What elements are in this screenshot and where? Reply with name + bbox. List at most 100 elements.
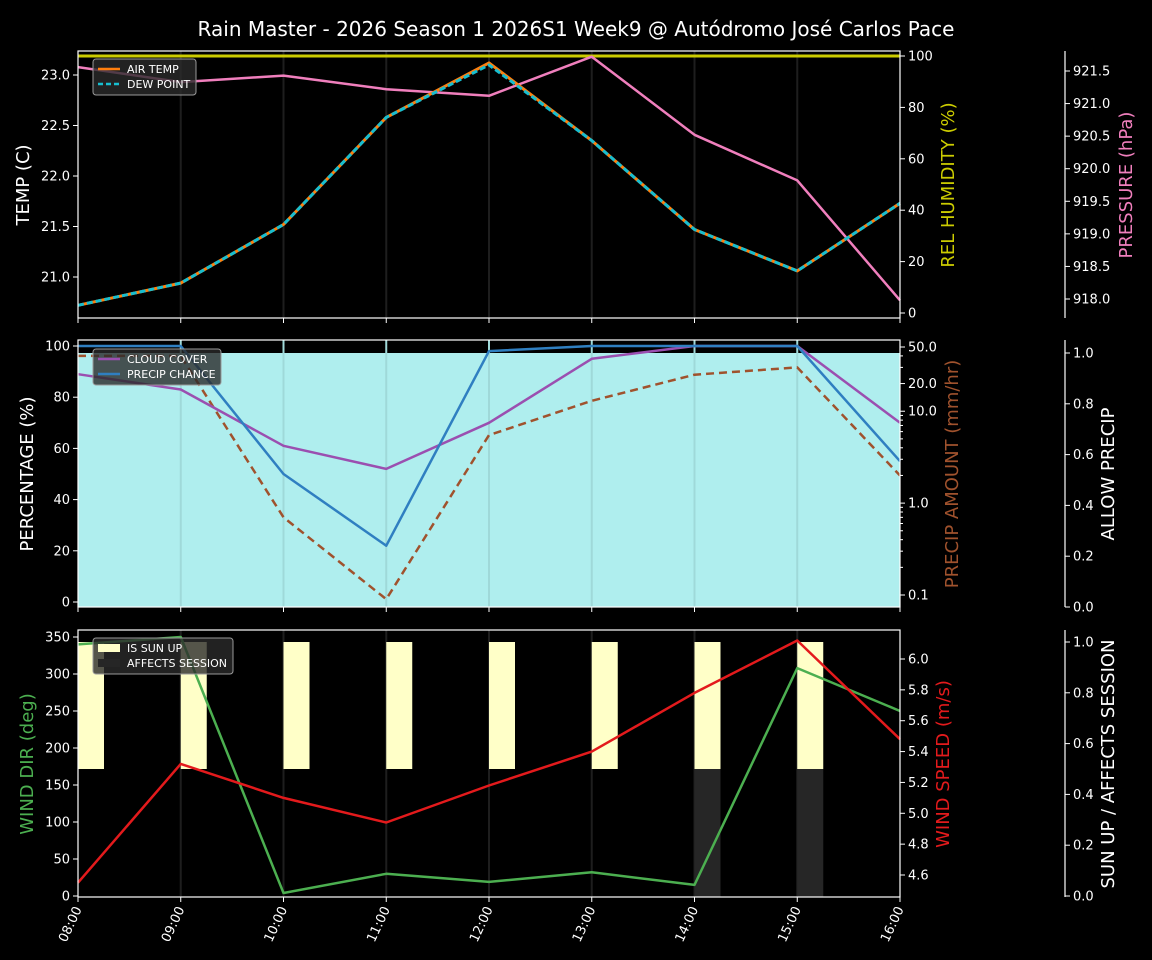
x-axis-time-labels: 08:00 09:00 10:00 11:00 12:00 13:00 14:00 15:00… <box>56 897 908 945</box>
tick-label: 0.4 <box>1073 499 1094 514</box>
wind-speed-axis-title: WIND SPEED (m/s) <box>933 680 954 848</box>
legend-box <box>92 348 222 386</box>
tick-label: 920.5 <box>1073 130 1110 145</box>
x-tick-label: 16:00 <box>878 904 907 944</box>
pressure-line <box>77 55 901 302</box>
sun-up-bar <box>489 642 515 769</box>
tick-label: 5.2 <box>908 776 929 791</box>
legend-label: PRECIP CHANCE <box>127 368 216 381</box>
x-tick-label: 14:00 <box>673 904 702 944</box>
tick-label: 60 <box>53 442 70 457</box>
tick-label: 21.0 <box>41 271 70 286</box>
tick-label: 0.6 <box>1073 448 1094 463</box>
precip-amount-line <box>78 354 901 601</box>
tick-label: 23.0 <box>41 69 70 84</box>
dew-point-line <box>77 63 901 307</box>
tick-label: 50.0 <box>908 341 937 356</box>
tick-label: 921.0 <box>1073 97 1110 112</box>
tick-label: 21.5 <box>41 220 70 235</box>
humidity-axis-title: REL HUMIDITY (%) <box>938 102 959 267</box>
x-tick-label: 09:00 <box>159 904 188 944</box>
tick-label: 0.8 <box>1073 397 1094 412</box>
tick-label: 4.8 <box>908 838 929 853</box>
tick-label: 22.0 <box>41 170 70 185</box>
tick-label: 20 <box>53 544 70 559</box>
tick-label: 5.0 <box>908 807 929 822</box>
tick-label: 0 <box>62 596 70 611</box>
wind-panel: 0 50 100 150 200 250 300 350 4.6 4.8 5.0 5.2 5.4 5.6 5… <box>17 629 1119 905</box>
tick-label: 100 <box>908 50 933 65</box>
tick-label: 5.4 <box>908 745 929 760</box>
tick-label: 10.0 <box>908 405 937 420</box>
temperature-panel: 21.0 21.5 22.0 22.5 23.0 0 20 40 60 80 100 918.0 918… <box>13 50 1137 323</box>
tick-label: 40 <box>53 493 70 508</box>
wind-dir-axis-title: WIND DIR (deg) <box>17 693 38 835</box>
percentage-axis-title: PERCENTAGE (%) <box>17 396 38 551</box>
sun-up-bar <box>283 642 310 769</box>
sun-up-bar <box>694 642 721 769</box>
x-tick-label: 08:00 <box>56 904 85 944</box>
tick-label: 80 <box>908 101 925 116</box>
legend-label: CLOUD COVER <box>127 353 208 366</box>
tick-label: 0 <box>62 890 70 905</box>
tick-label: 20.0 <box>908 377 937 392</box>
tick-label: 919.5 <box>1073 195 1110 210</box>
tick-label: 250 <box>45 705 70 720</box>
chart-title: Rain Master - 2026 Season 1 2026S1 Week9… <box>198 17 955 41</box>
tick-label: 80 <box>53 391 70 406</box>
tick-label: 921.5 <box>1073 65 1110 80</box>
tick-label: 100 <box>45 340 70 355</box>
tick-label: 60 <box>908 152 925 167</box>
affects-session-bar <box>797 769 824 897</box>
tick-label: 20 <box>908 255 925 270</box>
tick-label: 0.2 <box>1073 839 1094 854</box>
tick-label: 6.0 <box>908 653 929 668</box>
x-tick-label: 12:00 <box>467 904 496 944</box>
legend-label: AFFECTS SESSION <box>127 657 227 670</box>
tick-label: 0.0 <box>1073 601 1094 616</box>
tick-label: 40 <box>908 204 925 219</box>
legend-label: IS SUN UP <box>127 642 183 655</box>
tick-label: 1.0 <box>1073 636 1094 651</box>
tick-label: 200 <box>45 742 70 757</box>
sun-up-bar <box>797 642 824 769</box>
tick-label: 0 <box>908 307 916 322</box>
tick-label: 4.6 <box>908 869 929 884</box>
tick-label: 918.0 <box>1073 293 1110 308</box>
tick-label: 0.4 <box>1073 788 1094 803</box>
tick-label: 5.6 <box>908 714 929 729</box>
tick-label: 0.1 <box>908 589 929 604</box>
legend-label: DEW POINT <box>127 78 191 91</box>
wind-dir-line <box>77 635 901 895</box>
allow-precip-axis-title: ALLOW PRECIP <box>1098 407 1119 540</box>
tick-label: 150 <box>45 779 70 794</box>
precip-amount-axis-title: PRECIP AMOUNT (mm/hr) <box>942 360 963 589</box>
tick-label: 1.0 <box>908 497 929 512</box>
wind-speed-line <box>77 639 901 884</box>
tick-label: 0.8 <box>1073 686 1094 701</box>
tick-label: 920.0 <box>1073 162 1110 177</box>
tick-label: 918.5 <box>1073 260 1110 275</box>
tick-label: 0.2 <box>1073 550 1094 565</box>
tick-label: 0.0 <box>1073 890 1094 905</box>
tick-label: 350 <box>45 631 70 646</box>
tick-label: 5.8 <box>908 683 929 698</box>
legend-box <box>92 637 234 675</box>
sun-up-axis-title: SUN UP / AFFECTS SESSION <box>1098 639 1119 888</box>
x-tick-label: 10:00 <box>262 904 291 944</box>
x-tick-label: 15:00 <box>775 904 804 944</box>
tick-label: 1.0 <box>1073 347 1094 362</box>
tick-label: 0.6 <box>1073 737 1094 752</box>
tick-label: 50 <box>53 853 70 868</box>
precip-chance-line <box>78 344 901 547</box>
tick-label: 100 <box>45 816 70 831</box>
legend-label: AIR TEMP <box>127 63 179 76</box>
precipitation-panel: 0 20 40 60 80 100 0.1 1.0 10.0 20.0 50.0 0.0 0.2 0.4 0… <box>17 339 1119 616</box>
sun-up-bar <box>386 642 413 769</box>
x-tick-label: 13:00 <box>570 904 599 944</box>
pressure-axis-title: PRESSURE (hPa) <box>1116 112 1137 259</box>
tick-label: 300 <box>45 668 70 683</box>
tick-label: 919.0 <box>1073 227 1110 242</box>
x-tick-label: 11:00 <box>364 904 393 944</box>
